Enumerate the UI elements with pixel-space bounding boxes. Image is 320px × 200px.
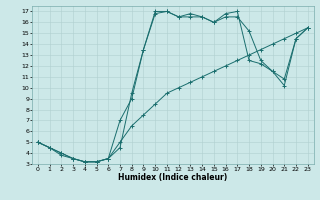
X-axis label: Humidex (Indice chaleur): Humidex (Indice chaleur): [118, 173, 228, 182]
